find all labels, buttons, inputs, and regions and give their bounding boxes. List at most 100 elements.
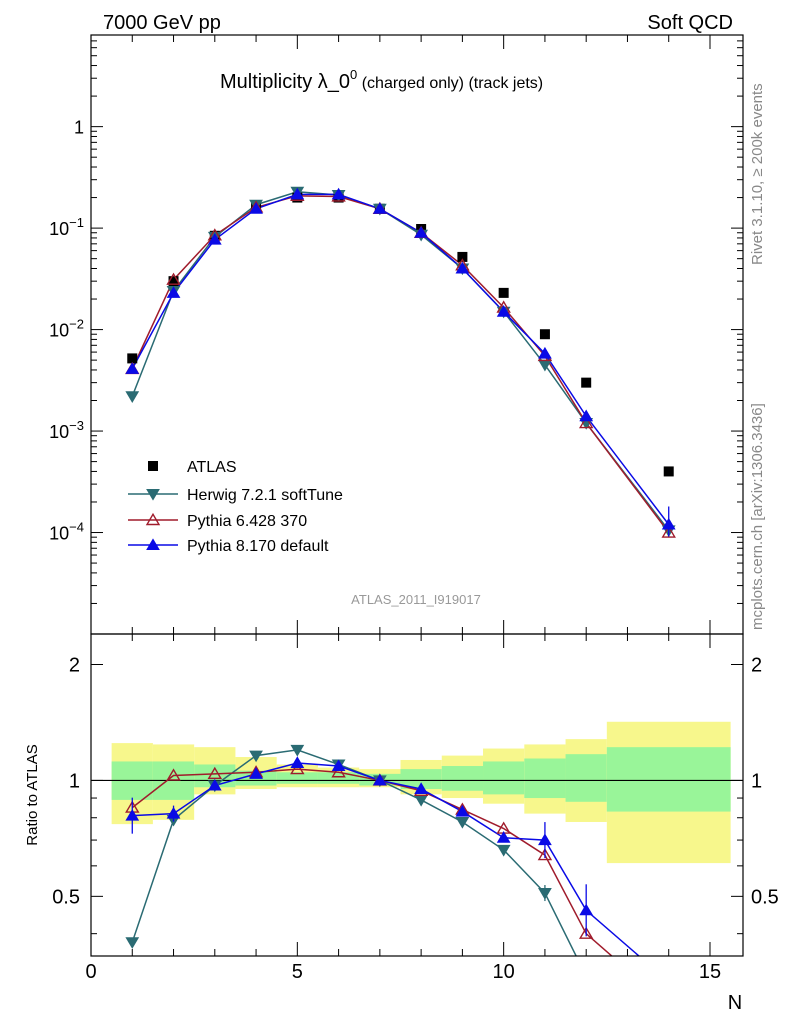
legend-marker-pythia8 [146,538,160,550]
legend-marker-atlas [148,461,158,471]
band-inner [194,764,236,788]
y-tick-label: 10−4 [49,520,84,544]
pythia6-ratio-point [331,765,346,778]
mcplots-reference-label: mcplots.cern.ch [arXiv:1306.3436] [749,403,766,630]
ratio-frame [90,633,744,957]
x-axis-label: N [728,992,742,1014]
pythia8-ratio-point [207,778,222,791]
pythia8-ratio-point [663,976,675,986]
ratio-y-tick-label-right: 1 [751,770,762,792]
main-series-markers [125,186,676,538]
pythia8-point [414,226,429,238]
atlas-point [539,329,550,340]
pythia6-ratio-point [663,1000,675,1010]
herwig-ratio-point [455,816,470,829]
pythia6-ratio-point [207,766,223,780]
pythia6-point [661,525,676,538]
band-inner [524,758,566,799]
ratio-y-label: Ratio to ATLAS [24,744,41,845]
pythia8-point [455,261,470,274]
pythia6-ratio-point [578,926,594,939]
herwig-ratio-point [580,972,592,982]
main-plot: 10−4 10−3 10−2 10−1 1 Multiplicity λ_00 (cha… [49,34,744,635]
herwig-ratio-point [125,937,140,949]
y-tick-label: 1 [74,118,84,138]
pythia6-point [578,415,594,429]
atlas-point [498,287,509,298]
band-inner [483,761,525,795]
herwig-ratio-point [414,794,429,807]
herwig-ratio-point [290,744,305,757]
ratio-series-markers [125,744,675,1011]
atlas-point [663,466,674,477]
header-left: 7000 GeV pp [103,12,221,34]
legend-label-pythia6: Pythia 6.428 370 [187,513,307,530]
pythia8-point [207,232,222,245]
legend-label-pythia8: Pythia 8.170 default [187,538,329,555]
pythia6-line [131,195,670,533]
band-inner [606,747,731,812]
legend-marker-herwig [146,489,160,501]
pythia6-ratio-point [166,768,181,781]
herwig-ratio-point [249,750,263,763]
pythia8-point [579,409,594,422]
rivet-version-label: Rivet 3.1.10, ≥ 200k events [749,83,766,265]
ratio-y-axis: 0.5 0.5 1 1 2 2 [52,654,779,935]
pythia6-ratio-point [290,762,305,775]
legend-label-atlas: ATLAS [187,459,237,476]
pythia8-point [125,362,140,374]
pythia8-ratio-point [290,756,305,768]
y-tick-label: 10−3 [49,418,84,442]
legend-marker-pythia6 [145,512,161,526]
ratio-y-tick-label-left: 2 [69,654,80,676]
pythia8-ratio-point [372,773,387,786]
atlas-point [127,353,138,364]
pythia8-ratio-point [496,831,511,843]
pythia8-point [331,187,346,200]
herwig-point [125,391,140,403]
herwig-ratio-point [663,1001,675,1011]
header-right: Soft QCD [647,12,733,34]
legend-label-herwig: Herwig 7.2.1 softTune [187,487,343,504]
ratio-y-tick-label-right: 2 [751,654,762,676]
pythia6-point [166,272,181,285]
pythia8-point [538,346,552,359]
ratio-plot: 0.5 0.51 12 2 0 5 10 15 Ratio to ATLAS N [24,35,779,1014]
main-y-axis: 10−4 10−3 10−2 10−1 1 [49,34,743,635]
title-superscript: 0 [350,67,357,82]
herwig-point [538,359,552,372]
y-tick-label: 10−2 [49,317,84,341]
title-main: Multiplicity λ_0 [220,71,350,93]
y-tick-label: 10−1 [49,215,84,239]
atlas-point [457,251,468,262]
band-inner [565,754,607,802]
x-tick-label: 15 [699,961,721,983]
herwig-ratio-point [496,844,511,857]
x-tick-label: 5 [292,961,303,983]
pythia8-point [290,187,305,200]
pythia8-point [496,305,511,317]
x-tick-label: 0 [85,961,96,983]
ratio-y-tick-label-right: 0.5 [751,886,779,908]
x-tick-label: 10 [493,961,515,983]
band-inner [317,772,360,784]
pythia8-ratio-point [331,759,346,772]
pythia8-ratio-point [414,782,429,794]
pythia8-ratio-point [249,767,263,779]
pythia8-point [372,202,387,214]
pythia8-ratio-point [455,804,470,817]
band-inner [400,769,442,789]
atlas-point [168,276,179,287]
pythia6-ratio-point [537,847,553,861]
pythia8-point [166,286,181,298]
analysis-watermark: ATLAS_2011_I919017 [351,592,481,607]
pythia8-point [249,202,263,214]
title-subtitle: (charged only) (track jets) [357,75,543,92]
band-inner [441,766,484,791]
atlas-point [581,377,592,388]
band-inner [276,772,318,784]
legend: ATLAS Herwig 7.2.1 softTune Pythia 6.428 3… [128,459,343,555]
plot-title: Multiplicity λ_00 (charged only) (track … [220,67,543,93]
ratio-y-tick-label-left: 1 [69,770,80,792]
